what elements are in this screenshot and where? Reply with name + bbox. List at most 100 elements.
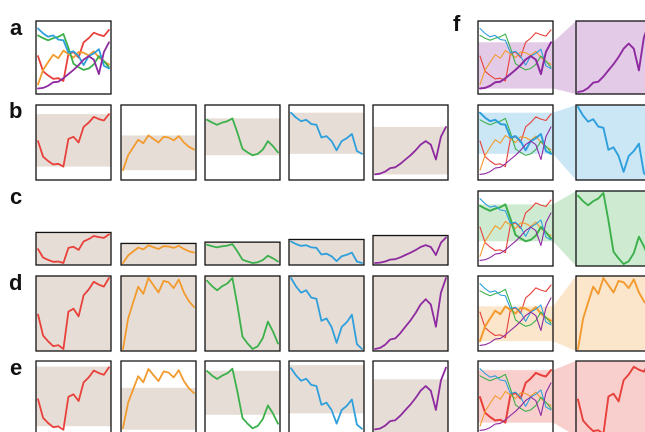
panel-b-blue-line [290, 111, 363, 155]
panel-e-frame-red [35, 360, 112, 432]
panel-f-overview-blue-purple-line [479, 126, 552, 175]
panel-c-red-line [37, 233, 110, 264]
panel-f-detail-blue-line [577, 106, 645, 176]
panel-f-highlight-band-red [478, 370, 553, 423]
panel-c-plot-orange [122, 244, 195, 264]
panel-f-detail-purple [576, 21, 645, 94]
panel-c-purple-line [374, 236, 447, 264]
panel-f-overview-purple [478, 27, 553, 90]
panel-f-overview-purple-purple-line [479, 41, 552, 90]
panel-a-green-line [37, 33, 110, 71]
panel-e-frame-purple [372, 360, 449, 432]
panel-e-range-band-blue [289, 365, 364, 414]
panel-d-frame-green [204, 275, 281, 352]
panel-d-plot-red [37, 277, 110, 350]
panel-f-overview-frame-red [477, 360, 554, 432]
panel-f-connector-blue [553, 105, 576, 180]
panel-d-frame-orange [120, 275, 197, 352]
panel-b-green-line [206, 117, 279, 157]
panel-f-detail-background-purple [576, 21, 645, 94]
panel-d-plot-blue [290, 277, 363, 350]
panel-e-red-line [37, 366, 110, 431]
panel-f-highlight-band-orange [478, 306, 553, 342]
panel-f-overview-purple-green-line [479, 33, 552, 71]
panel-d-blue-line [290, 277, 363, 350]
panel-f-connector-orange [553, 276, 576, 351]
panel-f-detail-frame-blue [575, 104, 645, 181]
panel-b-range-band-red [36, 114, 111, 167]
panel-b-plot-red [36, 113, 111, 168]
panel-e-plot-orange [121, 368, 196, 430]
panel-f-overview-orange-green-line [479, 288, 552, 327]
panel-f-highlight-band-purple [478, 42, 553, 89]
panel-d-frame-purple [372, 275, 449, 352]
panel-c-green-line [206, 243, 279, 264]
panel-c-plot-red [37, 233, 110, 264]
panel-f-detail-frame-red [575, 360, 645, 432]
panel-b-frame-red [35, 104, 112, 181]
panel-f-overview-blue-blue-line [479, 111, 552, 155]
panel-b-range-band-orange [121, 135, 196, 171]
panel-c-range-box-orange [121, 243, 196, 265]
panel-f-detail-red-line [577, 365, 645, 432]
panel-f-overview-frame-orange [477, 275, 554, 352]
panel-f-overview-red-blue-line [479, 368, 552, 411]
panel-d-background-orange [121, 276, 196, 351]
panel-f-overview-green-orange-line [479, 220, 552, 257]
panel-e-plot-red [36, 366, 111, 431]
panel-b-plot-purple [373, 126, 448, 176]
panel-b-orange-line [122, 134, 195, 172]
panel-b-plot-green [205, 117, 280, 157]
panel-e-range-band-orange [121, 387, 196, 430]
panel-f-detail-blue [576, 105, 645, 180]
panel-f-overview-blue [478, 111, 553, 175]
panel-f-overview-red-orange-line [479, 390, 552, 427]
panel-d-frame-red [35, 275, 112, 352]
panel-e-green-line [206, 367, 279, 430]
panel-f-overview-frame-green [477, 190, 554, 267]
panel-f-overview-orange-blue-line [479, 283, 552, 326]
panel-d-orange-line [122, 277, 195, 350]
panel-a-orange-line [37, 49, 110, 86]
panel-label-a: a [10, 15, 23, 40]
panel-f-overview-red [478, 368, 553, 431]
panel-f-connector-red [553, 361, 576, 432]
panel-d-plot-green [206, 277, 279, 350]
panel-d-background-purple [373, 276, 448, 351]
panel-b-frame-purple [372, 104, 449, 181]
panel-c-plot-purple [374, 236, 447, 264]
panel-f-detail-purple-line [577, 31, 645, 93]
panel-e-purple-line [374, 366, 447, 431]
panel-f-detail-green [576, 191, 645, 266]
panel-c-blue-line [290, 240, 363, 264]
panel-c-frame-red [35, 231, 112, 266]
panel-label-e: e [10, 355, 23, 380]
panel-d-purple-line [374, 277, 447, 350]
panel-a-plot [37, 27, 110, 90]
panel-c-range-box-blue [289, 239, 364, 265]
panel-label-c: c [10, 184, 23, 209]
panel-b-plot-blue [289, 111, 364, 155]
panel-c-frame-orange [120, 242, 197, 266]
panel-d-plot-orange [122, 277, 195, 350]
panel-f-overview-frame-blue [477, 104, 554, 181]
panel-d-background-green [205, 276, 280, 351]
panel-label-f: f [453, 11, 461, 36]
panel-b-frame-orange [120, 104, 197, 181]
panel-e-frame-orange [120, 360, 197, 432]
panel-f-detail-orange [576, 276, 645, 351]
panel-f-overview-purple-blue-line [479, 27, 552, 70]
panel-f-detail-red [576, 361, 645, 432]
panel-e-orange-line [122, 368, 195, 429]
panel-d-red-line [37, 277, 110, 350]
panel-c-range-box-green [205, 242, 280, 265]
panel-f-overview-red-purple-line [479, 382, 552, 431]
panel-c-frame-purple [372, 234, 449, 266]
panel-b-red-line [37, 113, 110, 168]
panel-d-frame-blue [288, 275, 365, 352]
panel-f-connector-green [553, 191, 576, 266]
panel-e-plot-blue [289, 365, 364, 430]
panel-c-range-box-purple [373, 235, 448, 265]
